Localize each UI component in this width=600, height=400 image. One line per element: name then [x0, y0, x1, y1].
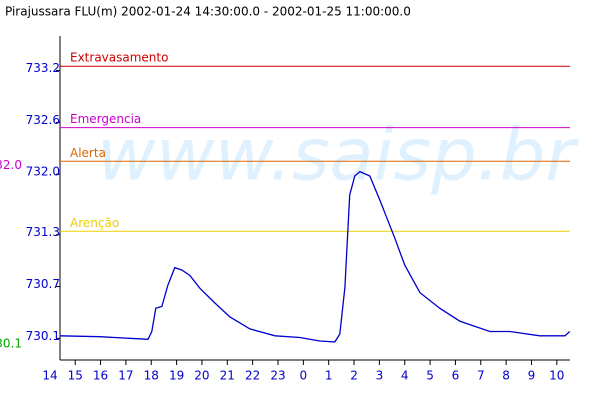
x-tick-label: 2 [350, 369, 358, 383]
x-tick-label: 17 [118, 369, 133, 383]
x-tick-label: 8 [502, 369, 510, 383]
y-tick-label: 730.1 [26, 329, 60, 343]
chart-title: Pirajussara FLU(m) 2002-01-24 14:30:00.0… [5, 5, 411, 19]
x-tick-label: 19 [169, 369, 184, 383]
max-label: 32.0 [0, 158, 22, 172]
x-tick-label: 14 [42, 369, 57, 383]
y-tick-label: 733.2 [26, 61, 60, 75]
y-tick-label: 730.7 [26, 277, 60, 291]
x-tick-label: 16 [93, 369, 108, 383]
x-tick-label: 10 [549, 369, 564, 383]
x-tick-label: 22 [245, 369, 260, 383]
threshold-label: Extravasamento [70, 51, 168, 65]
x-tick-label: 1 [325, 369, 333, 383]
threshold-label: Arenção [70, 216, 119, 230]
min-label: 30.1 [0, 336, 22, 350]
y-tick-label: 732.6 [26, 113, 60, 127]
y-tick-label: 731.3 [26, 225, 60, 239]
watermark: www.saisp.br [97, 113, 579, 197]
y-tick-label: 732.0 [26, 165, 60, 179]
x-tick-label: 23 [270, 369, 285, 383]
x-tick-label: 3 [376, 369, 384, 383]
x-tick-label: 21 [220, 369, 235, 383]
data-line [59, 170, 571, 343]
x-tick-label: 15 [68, 369, 83, 383]
threshold-label: Emergencia [70, 112, 141, 126]
x-tick-label: 6 [452, 369, 460, 383]
x-tick-label: 9 [528, 369, 536, 383]
x-tick-label: 20 [194, 369, 209, 383]
threshold-label: Alerta [70, 146, 106, 160]
x-tick-label: 7 [477, 369, 485, 383]
x-tick-label: 4 [401, 369, 409, 383]
x-tick-label: 0 [300, 369, 308, 383]
x-tick-label: 5 [426, 369, 434, 383]
x-tick-label: 18 [144, 369, 159, 383]
